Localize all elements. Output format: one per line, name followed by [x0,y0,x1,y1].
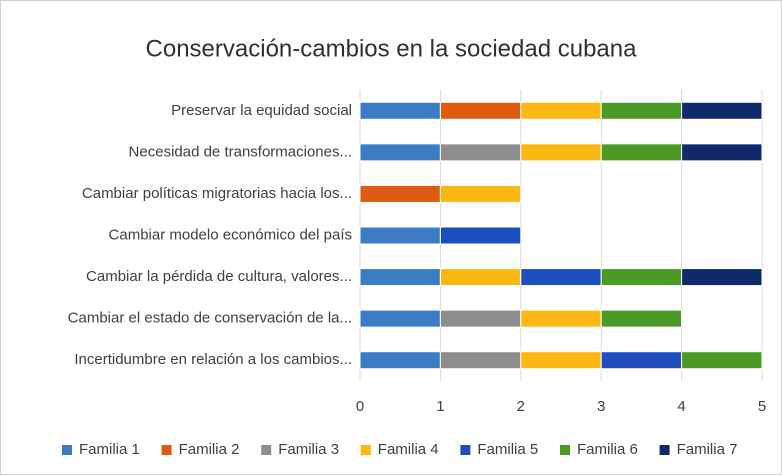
legend-label: Familia 6 [577,441,638,458]
x-tick-label: 2 [517,398,525,415]
bar-segment [681,268,763,287]
legend-swatch [560,445,570,455]
y-tick-label: Cambiar el estado de conservación de la.… [68,310,352,327]
legend-swatch [460,445,471,455]
bar-segment [600,351,683,370]
x-tick-label: 1 [436,398,444,415]
bar-segment [359,143,441,162]
bar-segment [439,184,522,203]
bar-segment [520,351,602,370]
bar-segment [520,309,602,328]
legend-swatch [261,445,272,455]
legend-label: Familia 2 [179,441,240,458]
legend-label: Familia 7 [677,441,738,458]
bar-segment [681,143,763,162]
bar-segment [681,101,763,120]
bar-segment [359,268,441,287]
legend-label: Familia 5 [477,441,538,458]
y-tick-label: Incertidumbre en relación a los cambios.… [74,351,352,368]
bar-segment [520,268,602,287]
bar-segment [439,143,522,162]
bar-segment [439,101,522,120]
legend-label: Familia 1 [79,441,140,458]
y-tick-label: Cambiar políticas migratorias hacia los.… [82,185,352,202]
bar-segment [600,309,683,328]
x-tick-label: 3 [597,398,605,415]
bar-segment [359,101,441,120]
bar-segment [600,268,683,287]
x-tick-label: 4 [677,398,685,415]
legend-label: Familia 3 [278,441,339,458]
bar-segment [359,226,441,245]
y-tick-label: Necesidad de transformaciones... [129,143,352,160]
bar-segment [439,226,522,245]
y-tick-label: Cambiar modelo económico del país [109,226,352,243]
bar-segment [359,184,441,203]
chart-title: Conservación-cambios en la sociedad cuba… [146,35,638,62]
y-tick-label: Cambiar la pérdida de cultura, valores..… [86,268,352,285]
x-tick-label: 5 [758,398,766,415]
y-tick-label: Preservar la equidad social [171,102,352,119]
legend-swatch [659,445,670,455]
legend-swatch [62,445,72,455]
bar-segment [359,351,441,370]
bar-segment [600,101,683,120]
legend-swatch [360,445,371,455]
bar-segment [359,309,441,328]
x-tick-label: 0 [356,398,364,415]
bar-segment [520,143,602,162]
bar-segment [520,101,602,120]
bar-segment [439,268,522,287]
legend-swatch [161,445,172,455]
bar-segment [681,351,763,370]
bar-segment [600,143,683,162]
bar-segment [439,351,522,370]
bar-segment [439,309,522,328]
legend-label: Familia 4 [378,441,439,458]
